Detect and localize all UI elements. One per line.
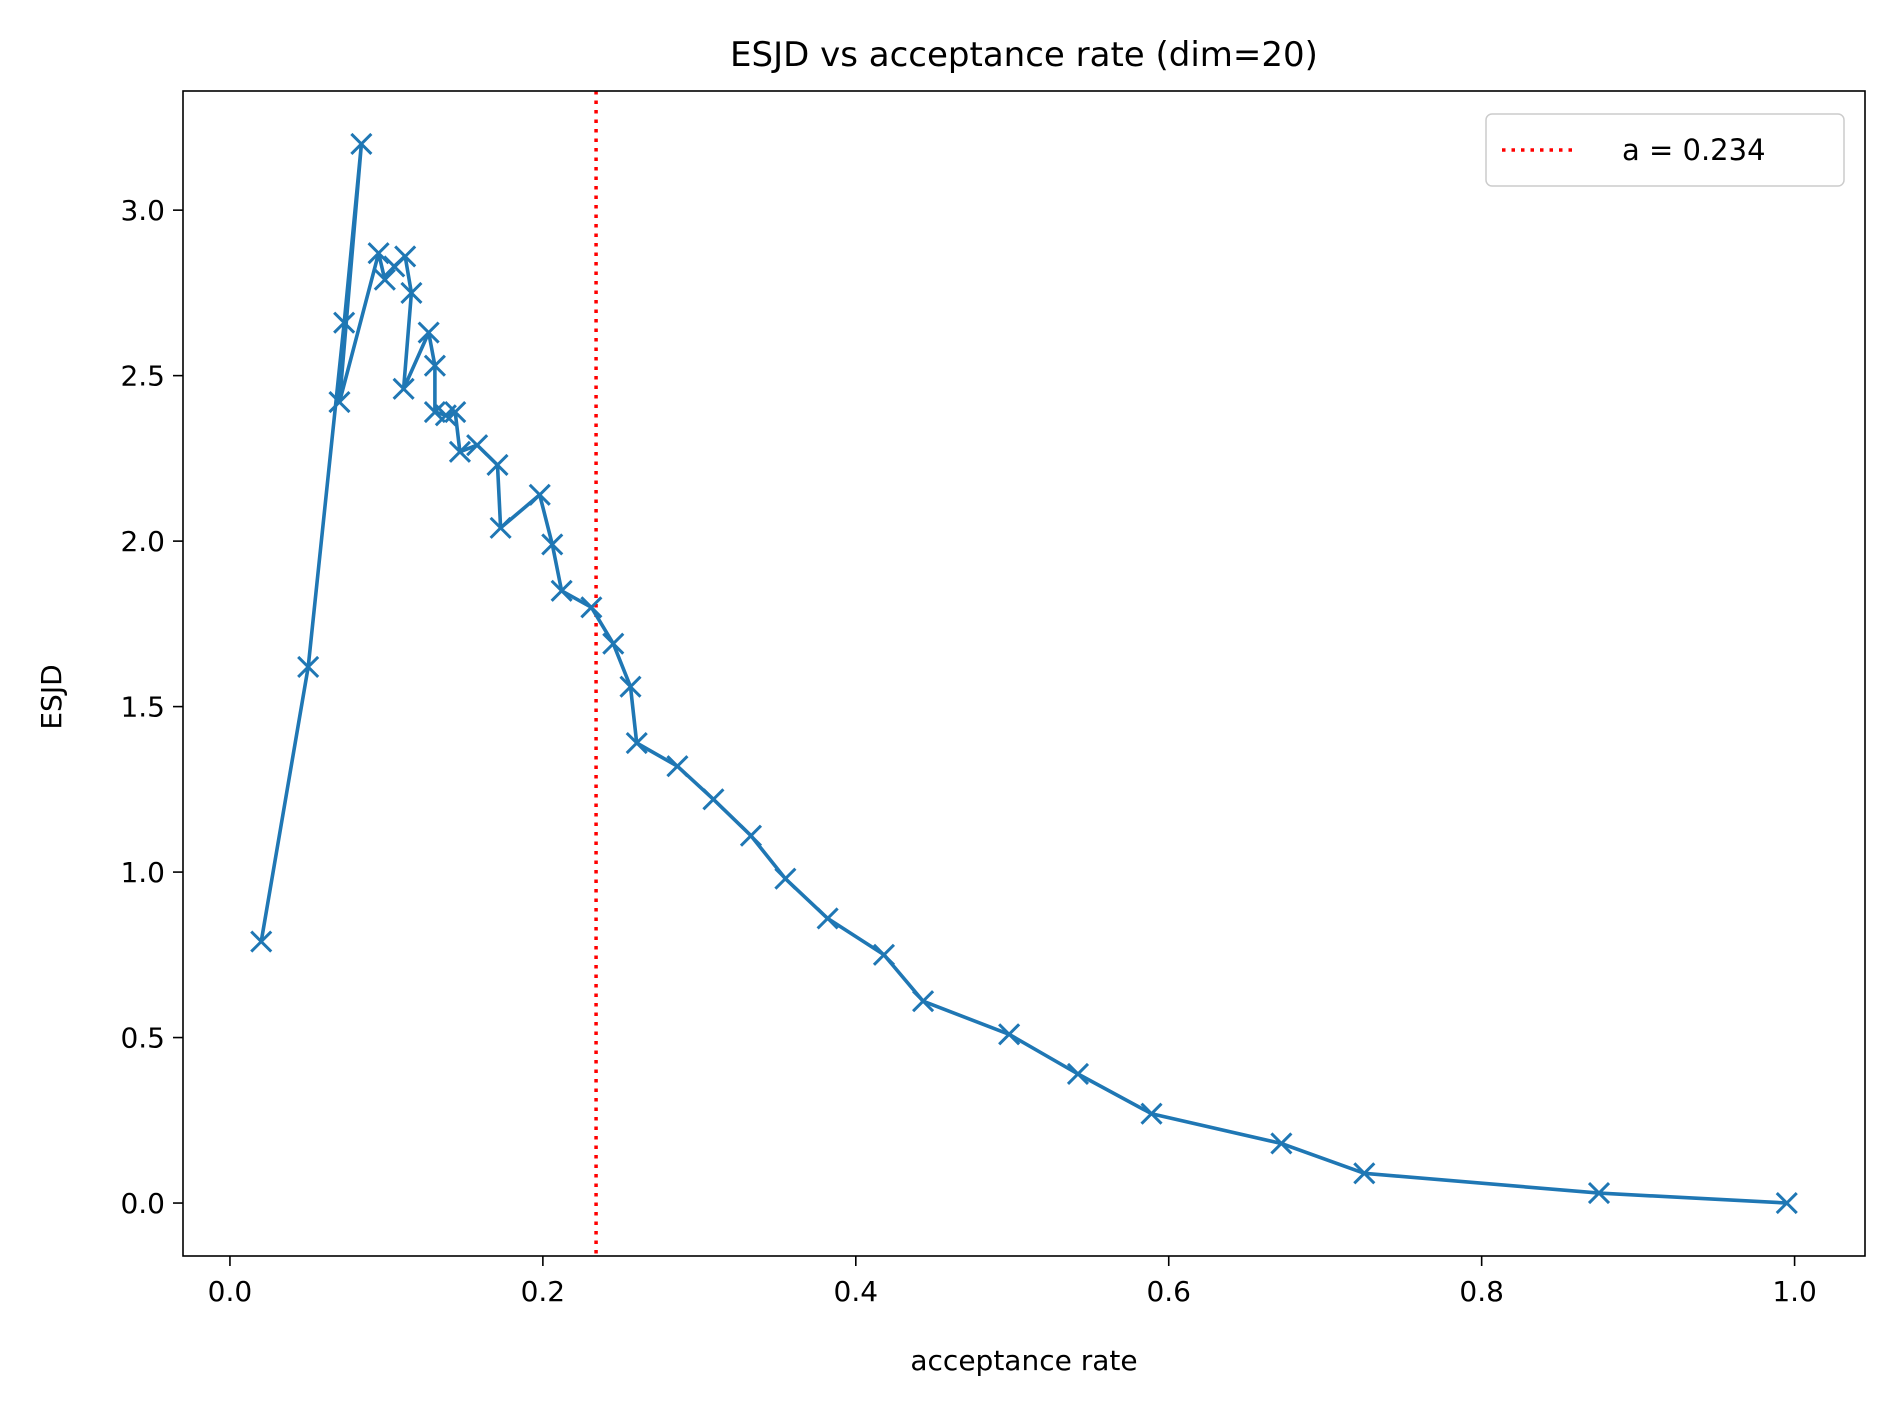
y-axis-label: ESJD bbox=[35, 664, 68, 729]
data-point bbox=[417, 321, 440, 344]
plot-area bbox=[250, 91, 1798, 1256]
data-point bbox=[486, 453, 509, 477]
data-point bbox=[774, 867, 797, 890]
x-axis-ticks: 0.0 0.2 0.4 0.6 0.8 1.0 bbox=[208, 1256, 1817, 1308]
data-point bbox=[702, 788, 725, 811]
data-point bbox=[816, 907, 839, 930]
data-point bbox=[1587, 1182, 1611, 1205]
data-point bbox=[625, 731, 648, 755]
x-tick-label: 1.0 bbox=[1772, 1275, 1817, 1308]
data-point bbox=[328, 391, 351, 414]
y-tick-label: 0.0 bbox=[120, 1187, 165, 1220]
data-point bbox=[400, 281, 423, 304]
data-point bbox=[541, 533, 564, 556]
data-point bbox=[394, 245, 417, 268]
data-point bbox=[423, 354, 446, 377]
x-tick-label: 0.4 bbox=[834, 1275, 879, 1308]
data-point bbox=[297, 655, 320, 678]
data-point bbox=[528, 483, 551, 506]
data-point bbox=[1353, 1162, 1376, 1185]
x-tick-label: 0.8 bbox=[1459, 1275, 1504, 1308]
chart-title: ESJD vs acceptance rate (dim=20) bbox=[730, 35, 1318, 75]
y-tick-label: 1.5 bbox=[120, 691, 165, 724]
data-point bbox=[602, 632, 625, 655]
series-line bbox=[259, 142, 1789, 1205]
data-point bbox=[250, 930, 273, 953]
y-tick-label: 3.0 bbox=[120, 194, 165, 227]
data-point bbox=[912, 990, 935, 1013]
data-point bbox=[619, 675, 642, 698]
x-tick-label: 0.2 bbox=[521, 1275, 566, 1308]
data-point bbox=[444, 400, 467, 424]
axes-frame bbox=[182, 90, 1866, 1257]
data-point bbox=[466, 434, 489, 457]
legend-entry-label: a = 0.234 bbox=[1622, 133, 1766, 167]
y-tick-label: 2.0 bbox=[120, 525, 165, 558]
data-point bbox=[350, 132, 373, 156]
data-point bbox=[550, 579, 573, 602]
data-point bbox=[666, 755, 689, 778]
data-point bbox=[1270, 1132, 1293, 1155]
y-tick-label: 1.0 bbox=[120, 856, 165, 889]
x-tick-label: 0.0 bbox=[208, 1275, 253, 1308]
data-point bbox=[333, 311, 356, 334]
data-point bbox=[373, 268, 396, 291]
data-point bbox=[1066, 1062, 1090, 1086]
y-tick-label: 2.5 bbox=[120, 360, 165, 393]
y-axis-ticks: 0.0 0.5 1.0 1.5 2.0 2.5 3.0 bbox=[120, 194, 183, 1220]
data-point bbox=[580, 596, 603, 619]
data-point bbox=[448, 440, 472, 463]
data-point bbox=[998, 1023, 1021, 1046]
data-point bbox=[1775, 1191, 1798, 1215]
x-axis-label: acceptance rate bbox=[910, 1344, 1137, 1377]
data-point bbox=[739, 824, 763, 847]
data-point bbox=[1140, 1102, 1163, 1125]
data-point bbox=[872, 943, 896, 966]
legend-box bbox=[1485, 113, 1845, 187]
legend: a = 0.234 bbox=[1485, 113, 1845, 187]
x-tick-label: 0.6 bbox=[1146, 1275, 1191, 1308]
data-point bbox=[367, 242, 390, 265]
data-point bbox=[489, 516, 512, 539]
y-tick-label: 0.5 bbox=[120, 1022, 165, 1055]
data-point bbox=[392, 377, 415, 400]
